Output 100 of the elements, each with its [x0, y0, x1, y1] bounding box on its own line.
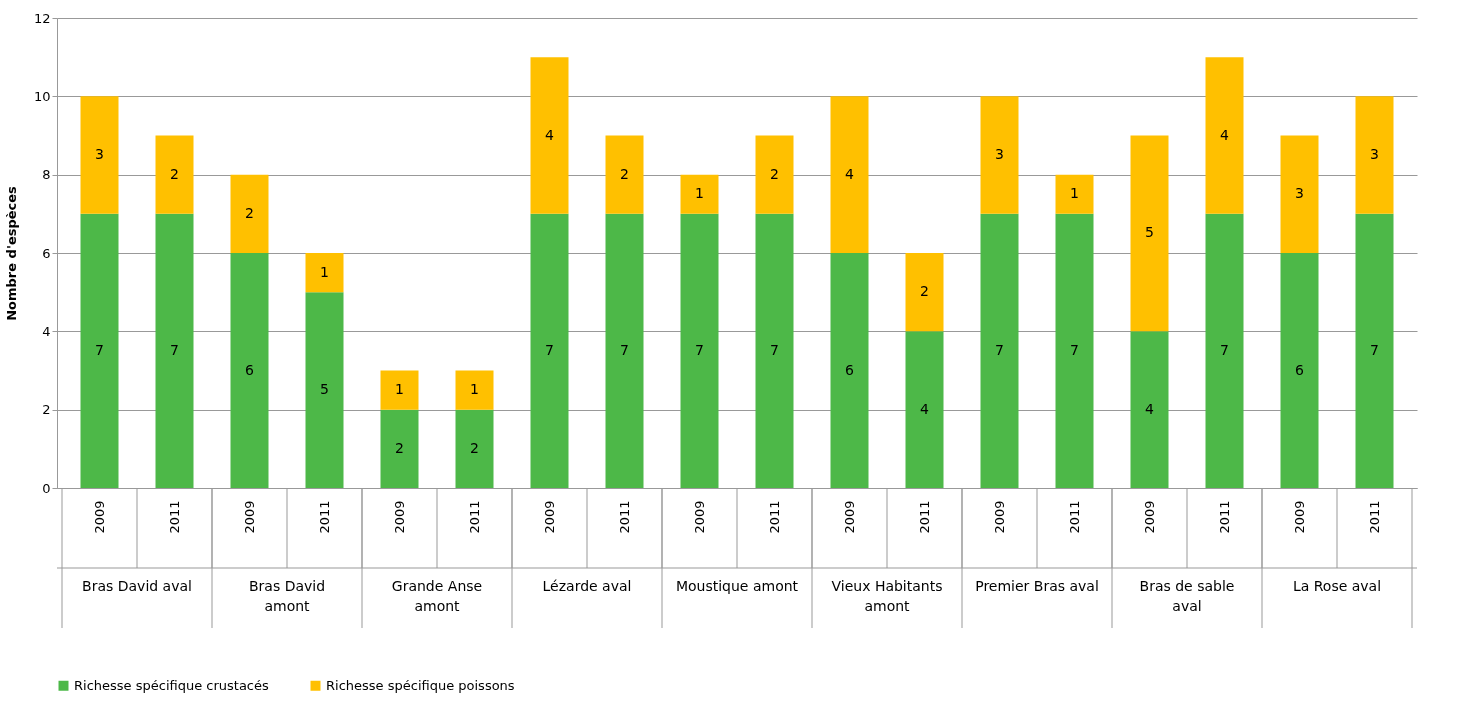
- x-tick-label: 2011: [1367, 500, 1382, 534]
- data-label: 5: [320, 381, 329, 398]
- data-label: 4: [545, 126, 555, 143]
- text: Lézarde aval: [542, 578, 632, 594]
- x-tick-label: 2011: [617, 500, 632, 534]
- data-label: 2: [920, 283, 929, 300]
- data-label: 2: [470, 439, 479, 456]
- bar: [1280, 253, 1319, 488]
- data-label: 1: [1070, 185, 1079, 202]
- data-label: 2: [770, 165, 779, 182]
- x-tick-label: 2009: [92, 500, 107, 534]
- bar: [530, 57, 569, 214]
- data-label: 7: [170, 341, 179, 358]
- data-label: 7: [695, 341, 704, 358]
- y-tick-label: 2: [42, 402, 51, 418]
- x-tick-label: 2009: [242, 500, 257, 534]
- x-tick-label: 2011: [317, 500, 332, 534]
- data-label: 1: [470, 381, 479, 398]
- data-label: 3: [995, 146, 1004, 163]
- bar: [980, 96, 1019, 214]
- text: Bras de sable aval: [1139, 578, 1235, 614]
- bar: [980, 213, 1019, 488]
- x-tick-label: 2011: [1067, 500, 1082, 534]
- bar: [1280, 135, 1319, 253]
- bar: [830, 96, 869, 253]
- data-label: 1: [695, 185, 704, 202]
- y-tick-label: 4: [42, 323, 51, 339]
- data-label: 2: [170, 165, 179, 182]
- data-label: 7: [620, 341, 629, 358]
- x-tick-label: 2009: [842, 500, 857, 534]
- y-axis-title: Nombre d'espèces: [3, 185, 19, 321]
- x-tick-label: 2009: [1292, 500, 1307, 534]
- text: Vieux Habitants amont: [831, 578, 943, 614]
- legend-label: Richesse spécifique poissons: [326, 677, 515, 693]
- x-tick-label: 2009: [992, 500, 1007, 534]
- bar: [230, 174, 269, 253]
- x-tick-label: 2009: [542, 500, 557, 534]
- data-label: 4: [1220, 126, 1230, 143]
- data-label: 2: [620, 165, 629, 182]
- data-label: 6: [245, 361, 255, 378]
- y-tick-label: 6: [42, 245, 51, 261]
- data-label: 7: [1070, 341, 1079, 358]
- text: La Rose aval: [1292, 578, 1382, 594]
- bar: [155, 213, 194, 488]
- bar: [905, 331, 944, 488]
- bar: [1130, 331, 1169, 488]
- bar: [155, 135, 194, 214]
- y-tick-label: 12: [33, 10, 51, 26]
- text: Premier Bras aval: [975, 578, 1099, 594]
- bar: [455, 409, 494, 488]
- data-label: 2: [245, 204, 254, 221]
- x-tick-label: 2009: [692, 500, 707, 534]
- bar: [905, 253, 944, 332]
- y-tick-label: 8: [42, 167, 51, 183]
- bar: [1055, 174, 1094, 214]
- bar: [305, 253, 344, 293]
- data-label: 1: [320, 263, 329, 280]
- text: Bras David amont: [248, 578, 326, 614]
- data-label: 7: [1370, 341, 1379, 358]
- x-tick-label: 2011: [1217, 500, 1232, 534]
- text: Bras David aval: [82, 578, 192, 594]
- text: Moustique amont: [675, 578, 799, 594]
- x-tick-label: 2009: [1142, 500, 1157, 534]
- data-label: 4: [1145, 400, 1155, 417]
- data-label: 6: [1295, 361, 1305, 378]
- bar: [680, 213, 719, 488]
- y-tick-label: 0: [42, 480, 51, 496]
- data-label: 7: [995, 341, 1004, 358]
- data-label: 3: [95, 146, 104, 163]
- data-label: 7: [770, 341, 779, 358]
- x-tick-label: 2011: [167, 500, 182, 534]
- bar: [1355, 213, 1394, 488]
- bar: [80, 213, 119, 488]
- bar: [605, 213, 644, 488]
- x-tick-label: 2011: [467, 500, 482, 534]
- bar: [1130, 135, 1169, 332]
- bar: [680, 174, 719, 214]
- bar: [455, 370, 494, 410]
- bar: [1205, 57, 1244, 214]
- text: Grande Anse amont: [391, 578, 483, 614]
- bar: [605, 135, 644, 214]
- x-tick-label: 2011: [767, 500, 782, 534]
- bar: [80, 96, 119, 214]
- data-label: 4: [920, 400, 930, 417]
- data-label: 7: [1220, 341, 1229, 358]
- bar: [1055, 213, 1094, 488]
- bar: [305, 292, 344, 488]
- data-label: 2: [395, 439, 404, 456]
- bar: [230, 253, 269, 488]
- legend-label: Richesse spécifique crustacés: [74, 677, 270, 693]
- bar: [1355, 96, 1394, 214]
- y-tick-label: 10: [33, 88, 51, 104]
- data-label: 7: [95, 341, 104, 358]
- data-label: 6: [845, 361, 855, 378]
- data-label: 3: [1295, 185, 1304, 202]
- bar: [830, 253, 869, 488]
- bar: [755, 135, 794, 214]
- x-tick-label: 2009: [392, 500, 407, 534]
- x-tick-label: 2011: [917, 500, 932, 534]
- data-label: 7: [545, 341, 554, 358]
